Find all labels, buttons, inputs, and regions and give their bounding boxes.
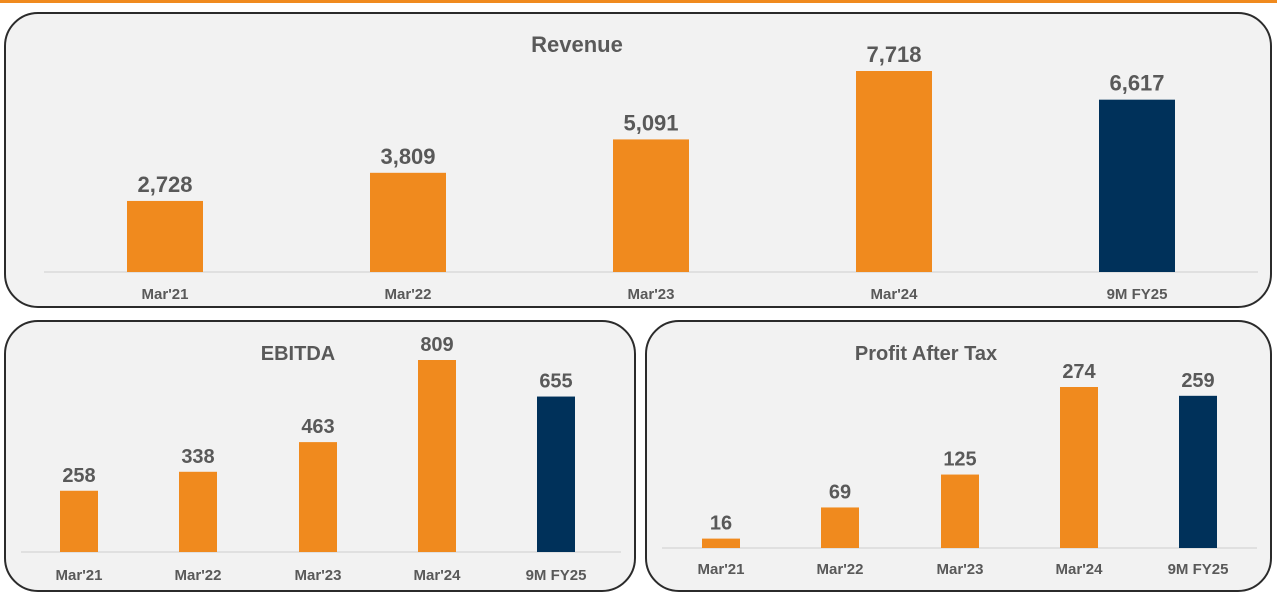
data-label: 6,617 <box>1109 71 1164 96</box>
category-label: Mar'24 <box>871 286 919 303</box>
data-label: 16 <box>710 513 732 535</box>
data-label: 259 <box>1181 370 1214 392</box>
data-label: 655 <box>539 371 572 393</box>
category-label: Mar'23 <box>937 561 984 578</box>
revenue-chart: Revenue 2,728 Mar'21 3,809 Mar'22 5,091 Mar'2… <box>44 32 1258 303</box>
category-label: 9M FY25 <box>526 567 587 584</box>
bar-1 <box>127 200 203 272</box>
bar-5 <box>537 396 575 552</box>
top-accent-rule <box>0 0 1277 3</box>
chart-title: EBITDA <box>261 343 335 365</box>
data-label: 7,718 <box>866 42 921 67</box>
chart-title: Revenue <box>531 32 623 57</box>
profit-after-tax-chart: Profit After Tax 16 Mar'21 69 Mar'22 125 Mar'… <box>662 343 1257 578</box>
bar-2 <box>821 507 859 548</box>
category-label: Mar'24 <box>414 567 462 584</box>
bar-5 <box>1179 395 1217 548</box>
category-label: Mar'23 <box>628 286 675 303</box>
data-label: 125 <box>943 449 976 471</box>
pat-chart-panel: Profit After Tax 16 Mar'21 69 Mar'22 125 Mar'… <box>645 320 1272 592</box>
category-label: Mar'21 <box>56 567 103 584</box>
category-label: Mar'21 <box>698 561 745 578</box>
data-label: 274 <box>1062 361 1096 383</box>
category-label: Mar'22 <box>817 561 864 578</box>
revenue-chart-panel: Revenue 2,728 Mar'21 3,809 Mar'22 5,091 Mar'2… <box>4 12 1272 308</box>
data-label: 2,728 <box>137 172 192 197</box>
bar-1 <box>60 490 98 552</box>
category-label: 9M FY25 <box>1168 561 1229 578</box>
data-label: 5,091 <box>623 110 678 135</box>
data-label: 3,809 <box>380 144 435 169</box>
bar-5 <box>1099 99 1175 272</box>
data-label: 809 <box>420 334 453 356</box>
ebitda-chart: EBITDA 258 Mar'21 338 Mar'22 463 Mar'23 809 Mar… <box>21 334 621 584</box>
bar-4 <box>856 71 932 272</box>
category-label: Mar'21 <box>142 286 189 303</box>
data-label: 463 <box>301 416 334 438</box>
bar-2 <box>370 172 446 272</box>
chart-title: Profit After Tax <box>855 343 997 365</box>
category-label: Mar'22 <box>175 567 222 584</box>
category-label: Mar'22 <box>385 286 432 303</box>
bar-4 <box>1060 387 1098 548</box>
data-label: 69 <box>829 481 851 503</box>
ebitda-chart-panel: EBITDA 258 Mar'21 338 Mar'22 463 Mar'23 809 Mar… <box>4 320 636 592</box>
category-label: Mar'23 <box>295 567 342 584</box>
bar-4 <box>418 360 456 552</box>
data-label: 258 <box>62 465 95 487</box>
bar-2 <box>179 471 217 552</box>
bar-3 <box>613 139 689 272</box>
category-label: 9M FY25 <box>1107 286 1168 303</box>
category-label: Mar'24 <box>1056 561 1104 578</box>
bar-3 <box>941 474 979 548</box>
data-label: 338 <box>181 446 214 468</box>
bar-1 <box>702 538 740 548</box>
bar-3 <box>299 442 337 552</box>
